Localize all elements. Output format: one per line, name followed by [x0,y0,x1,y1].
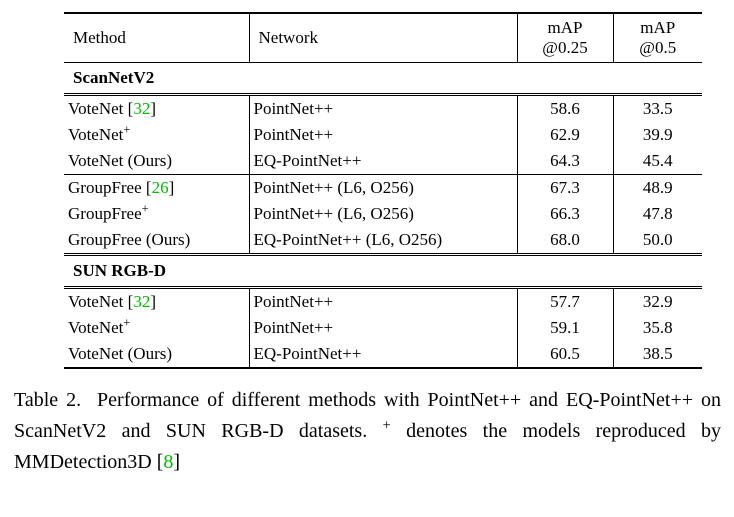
table-row: VoteNet [32] PointNet++ 57.7 32.9 [64,287,702,316]
header-map-025-line2: @0.25 [542,38,588,57]
map50-cell: 45.4 [612,148,702,175]
map50-cell: 39.9 [612,122,702,148]
method-name: GroupFree (Ours) [68,230,191,249]
section-header-sunrgbd: SUN RGB-D [64,254,702,289]
header-map-025-line1: mAP [547,18,583,37]
citation-link[interactable]: 32 [133,292,151,311]
network-cell: PointNet++ [248,94,517,122]
method-name: VoteNet [ [68,292,134,311]
network-cell: EQ-PointNet++ (L6, O256) [248,227,517,256]
method-cell: GroupFree [26] [64,175,249,202]
header-map-05-line1: mAP [640,18,676,37]
citation-close-bracket: ] [168,178,175,197]
method-cell: VoteNet+ [64,315,249,341]
section-title: ScanNetV2 [64,62,702,96]
method-name: GroupFree [ [68,178,152,197]
table-row: VoteNet+ PointNet++ 59.1 35.8 [64,315,702,341]
map25-cell: 68.0 [516,227,613,256]
method-name: VoteNet (Ours) [68,151,173,170]
citation-close-bracket: ] [150,292,156,311]
network-cell: PointNet++ [248,315,517,341]
map25-cell: 57.7 [516,287,613,315]
header-map-05-line2: @0.5 [639,38,677,57]
header-map-025: mAP @0.25 [516,13,613,63]
method-cell: VoteNet (Ours) [64,341,249,368]
method-cell: GroupFree+ [64,201,249,227]
method-plus-superscript: + [141,201,149,216]
map25-cell: 58.6 [516,94,613,122]
method-name: VoteNet [68,125,124,144]
map50-cell: 38.5 [612,341,702,368]
network-cell: PointNet++ [248,287,517,315]
section-header-scannetv2: ScanNetV2 [64,62,702,96]
header-method: Method [64,13,249,63]
table-row: GroupFree (Ours) EQ-PointNet++ (L6, O256… [64,227,702,256]
method-plus-superscript: + [123,315,131,330]
method-cell: VoteNet [32] [64,95,249,123]
caption-text-3: ] [173,450,181,473]
map50-cell: 47.8 [612,201,702,227]
header-map-05: mAP @0.5 [612,13,702,63]
map50-cell: 35.8 [612,315,702,341]
caption-text-1: Table 2. Performance of different method… [14,389,721,442]
method-plus-superscript: + [123,122,131,137]
table-row: VoteNet+ PointNet++ 62.9 39.9 [64,122,702,148]
citation-close-bracket: ] [150,99,156,118]
method-cell: VoteNet [32] [64,288,249,316]
table-row: VoteNet [32] PointNet++ 58.6 33.5 [64,94,702,123]
table-row: VoteNet (Ours) EQ-PointNet++ 64.3 45.4 [64,148,702,175]
method-cell: VoteNet+ [64,122,249,148]
caption-plus-superscript: + [382,417,391,434]
caption-citation-link[interactable]: 8 [163,450,174,473]
citation-link[interactable]: 26 [151,178,169,197]
method-cell: VoteNet (Ours) [64,148,249,175]
map25-cell: 60.5 [516,341,613,368]
header-network: Network [248,13,517,63]
network-cell: PointNet++ (L6, O256) [248,201,517,227]
results-table: Method Network mAP @0.25 mAP @0.5 ScanNe… [64,12,702,369]
method-name: VoteNet (Ours) [68,344,173,363]
map50-cell: 48.9 [612,174,702,201]
network-cell: EQ-PointNet++ [248,148,517,175]
table-caption: Table 2. Performance of different method… [14,385,721,477]
map25-cell: 67.3 [516,174,613,201]
map25-cell: 62.9 [516,122,613,148]
map25-cell: 64.3 [516,148,613,175]
map25-cell: 66.3 [516,201,613,227]
results-table-container: Method Network mAP @0.25 mAP @0.5 ScanNe… [64,12,702,369]
method-name: GroupFree [68,204,142,223]
method-name: VoteNet [ [68,99,134,118]
method-cell: GroupFree (Ours) [64,227,249,256]
table-row: GroupFree+ PointNet++ (L6, O256) 66.3 47… [64,201,702,227]
table-row: VoteNet (Ours) EQ-PointNet++ 60.5 38.5 [64,341,702,368]
network-cell: EQ-PointNet++ [248,341,517,368]
map50-cell: 32.9 [612,287,702,315]
table-header-row: Method Network mAP @0.25 mAP @0.5 [64,13,702,63]
citation-link[interactable]: 32 [133,99,151,118]
method-name: VoteNet [68,318,124,337]
map50-cell: 50.0 [612,227,702,256]
map50-cell: 33.5 [612,94,702,122]
network-cell: PointNet++ (L6, O256) [248,174,517,201]
map25-cell: 59.1 [516,315,613,341]
table-row: GroupFree [26] PointNet++ (L6, O256) 67.… [64,174,702,202]
caption-text-2: denotes the models reproduced by MMDetec… [14,419,721,473]
section-title: SUN RGB-D [64,254,702,289]
network-cell: PointNet++ [248,122,517,148]
